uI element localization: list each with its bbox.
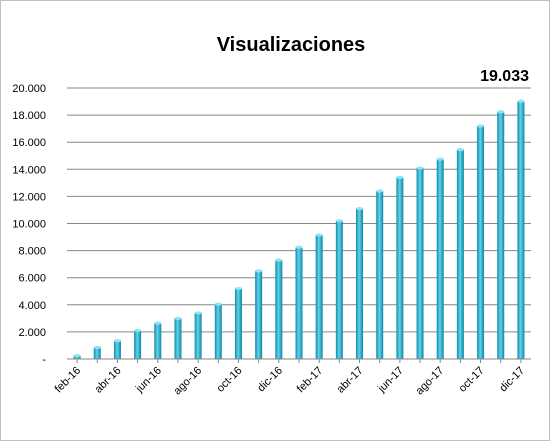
y-tick-label: 18.000	[12, 110, 46, 122]
bar	[134, 328, 142, 359]
bar	[335, 219, 343, 359]
bar	[174, 316, 182, 359]
bar	[214, 302, 222, 359]
y-tick-label: 8.000	[18, 246, 46, 258]
bar	[456, 148, 464, 359]
x-tick-label: ago-16	[172, 365, 205, 398]
x-tick-label: dic-16	[255, 365, 285, 395]
y-tick-label: 16.000	[12, 137, 46, 149]
x-tick-label: jun-16	[133, 365, 164, 396]
y-tick-label: 6.000	[18, 273, 46, 285]
bar	[376, 189, 384, 359]
bar	[73, 354, 81, 359]
last-value-annotation: 19.033	[480, 68, 529, 85]
y-tick-label: 12.000	[12, 191, 46, 203]
bars	[73, 99, 525, 360]
bar	[436, 157, 444, 359]
bar	[477, 124, 485, 359]
bar	[234, 286, 242, 359]
x-tick-label: abr-16	[93, 365, 124, 396]
bar	[396, 175, 404, 359]
bar	[93, 345, 101, 359]
bar	[356, 206, 364, 359]
bar	[416, 166, 424, 359]
y-tick-label: 20.000	[12, 83, 46, 95]
bar	[194, 311, 202, 359]
bar	[275, 258, 283, 359]
x-tick-label: oct-17	[457, 365, 487, 395]
x-tick-label: ago-17	[414, 365, 447, 398]
x-tick-label: feb-16	[53, 365, 84, 396]
x-tick-label: feb-17	[295, 365, 326, 396]
y-tick-label: -	[42, 354, 46, 366]
x-tick-label: oct-16	[214, 365, 244, 395]
bar	[154, 321, 162, 359]
x-tick-label: dic-17	[497, 365, 527, 395]
x-tick-label: jun-17	[375, 365, 406, 396]
bar	[315, 233, 323, 359]
bar	[113, 339, 121, 359]
x-tick-label: abr-17	[335, 365, 366, 396]
y-tick-label: 2.000	[18, 327, 46, 339]
y-tick-label: 10.000	[12, 219, 46, 231]
y-axis-ticks: - 2.000 4.000 6.000 8.000 10.000 12.000 14.000 1…	[12, 83, 46, 366]
gridlines	[67, 87, 531, 333]
bar	[517, 99, 525, 360]
y-tick-label: 4.000	[18, 300, 46, 312]
bar	[295, 245, 303, 359]
y-tick-label: 14.000	[12, 164, 46, 176]
bar	[255, 269, 263, 359]
chart-title: Visualizaciones	[217, 34, 366, 56]
x-axis-ticks: feb-16 abr-16 jun-16 ago-16 oct-16 dic-16 feb-…	[53, 359, 527, 397]
bar	[497, 110, 505, 360]
